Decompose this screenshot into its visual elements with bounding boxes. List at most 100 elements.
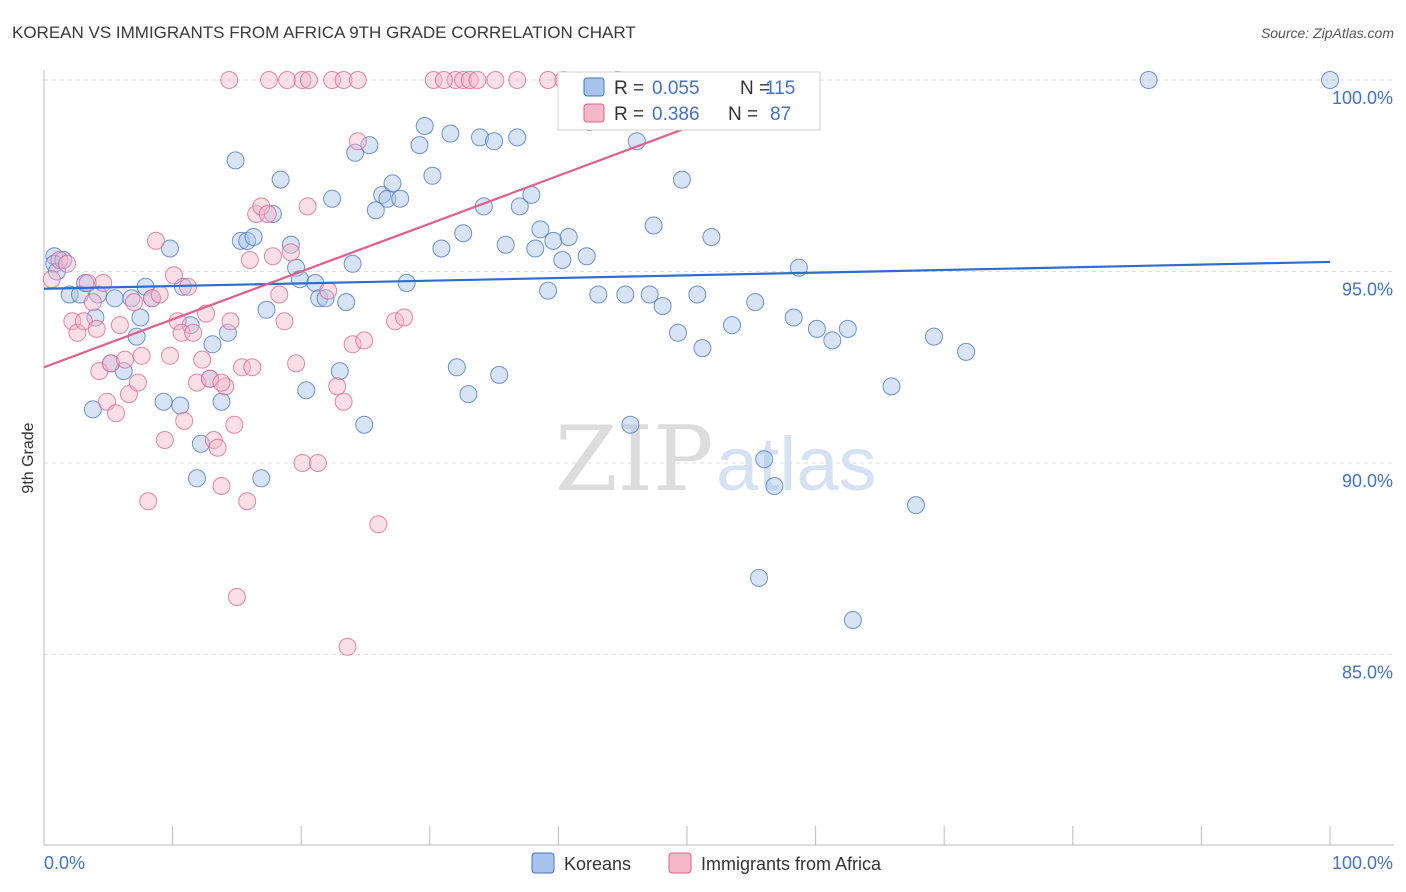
data-point	[508, 71, 527, 89]
data-point	[539, 281, 558, 300]
data-point	[746, 293, 765, 312]
data-point	[490, 365, 509, 384]
x-tick-label-min: 0.0%	[44, 853, 85, 873]
legend-swatch-africa	[668, 852, 692, 874]
data-point	[258, 205, 277, 223]
y-tick-label-95: 95.0%	[1342, 280, 1393, 300]
data-point	[171, 396, 190, 415]
series-immigrants-from-africa	[42, 71, 573, 656]
data-point	[688, 285, 707, 304]
data-point	[107, 404, 125, 423]
data-point	[125, 293, 143, 312]
data-point	[369, 515, 388, 534]
data-point	[83, 400, 102, 419]
x-tick-label-max: 100.0%	[1332, 853, 1393, 873]
data-point	[882, 377, 901, 396]
data-point	[287, 354, 306, 373]
data-point	[496, 235, 515, 254]
stats-r-label-africa: R =	[614, 104, 644, 125]
data-point	[424, 71, 443, 89]
data-point	[132, 346, 151, 365]
data-point	[589, 285, 608, 304]
stats-swatch-koreans	[583, 77, 605, 97]
y-tick-label-85: 85.0%	[1342, 663, 1393, 683]
data-point	[131, 308, 150, 327]
data-point	[68, 323, 87, 342]
data-point	[531, 220, 550, 239]
data-point	[415, 117, 434, 135]
data-point	[693, 339, 712, 358]
data-point	[640, 285, 659, 304]
data-point	[263, 247, 282, 266]
data-point	[454, 224, 473, 243]
data-point	[212, 392, 231, 411]
data-point	[193, 350, 212, 369]
x-axis-ticks	[172, 826, 1331, 845]
data-point	[175, 411, 194, 430]
data-point	[471, 128, 489, 147]
data-point	[355, 415, 374, 434]
data-point	[454, 71, 473, 89]
data-point	[293, 454, 312, 472]
data-point	[225, 415, 244, 434]
data-point	[271, 170, 290, 189]
data-point	[838, 319, 857, 338]
data-point	[260, 71, 278, 89]
data-point	[334, 71, 353, 89]
data-point	[238, 492, 257, 511]
stats-n-value-africa: 87	[770, 104, 791, 125]
data-point	[94, 274, 113, 292]
watermark: ZIP atlas	[555, 407, 877, 512]
data-point	[299, 71, 318, 89]
data-point	[669, 323, 687, 342]
data-point	[338, 637, 357, 656]
data-point	[270, 285, 289, 304]
data-point	[784, 308, 803, 327]
data-point	[297, 381, 316, 400]
stats-n-label-africa: N =	[728, 104, 758, 125]
data-point	[60, 285, 79, 304]
data-point	[653, 297, 672, 315]
data-point	[843, 611, 862, 629]
data-point	[328, 377, 347, 396]
data-point	[423, 166, 442, 185]
data-point	[218, 323, 237, 342]
data-point	[346, 143, 365, 162]
data-point	[539, 71, 558, 89]
data-point	[807, 319, 826, 338]
data-point	[240, 251, 259, 269]
data-point	[750, 568, 768, 587]
data-point	[293, 71, 312, 89]
data-point	[366, 201, 385, 220]
data-point	[308, 454, 327, 472]
data-point	[150, 285, 169, 304]
data-point	[319, 281, 338, 300]
data-point	[278, 71, 297, 89]
data-point	[203, 335, 222, 354]
data-point	[257, 300, 276, 319]
data-point	[723, 316, 741, 335]
data-point	[348, 132, 367, 151]
data-point	[383, 174, 402, 193]
data-point	[343, 335, 362, 354]
stats-swatch-africa	[583, 103, 605, 123]
data-point	[395, 308, 414, 327]
data-point	[459, 385, 478, 404]
stats-r-value-koreans: 0.055	[652, 78, 700, 99]
data-point	[577, 247, 596, 266]
data-point	[116, 350, 134, 369]
y-tick-label-90: 90.0%	[1342, 471, 1393, 491]
series-koreans	[45, 71, 1339, 629]
data-point	[924, 327, 943, 346]
data-point	[252, 197, 271, 216]
data-point	[485, 132, 504, 151]
data-point	[310, 289, 329, 308]
data-point	[1321, 71, 1339, 89]
chart-title: KOREAN VS IMMIGRANTS FROM AFRICA 9TH GRA…	[12, 23, 636, 42]
trend-line-koreans	[43, 260, 1331, 290]
watermark-atlas: atlas	[716, 422, 877, 507]
data-point	[468, 71, 487, 89]
stats-n-label-koreans: N =	[740, 78, 770, 99]
data-point	[146, 231, 165, 250]
